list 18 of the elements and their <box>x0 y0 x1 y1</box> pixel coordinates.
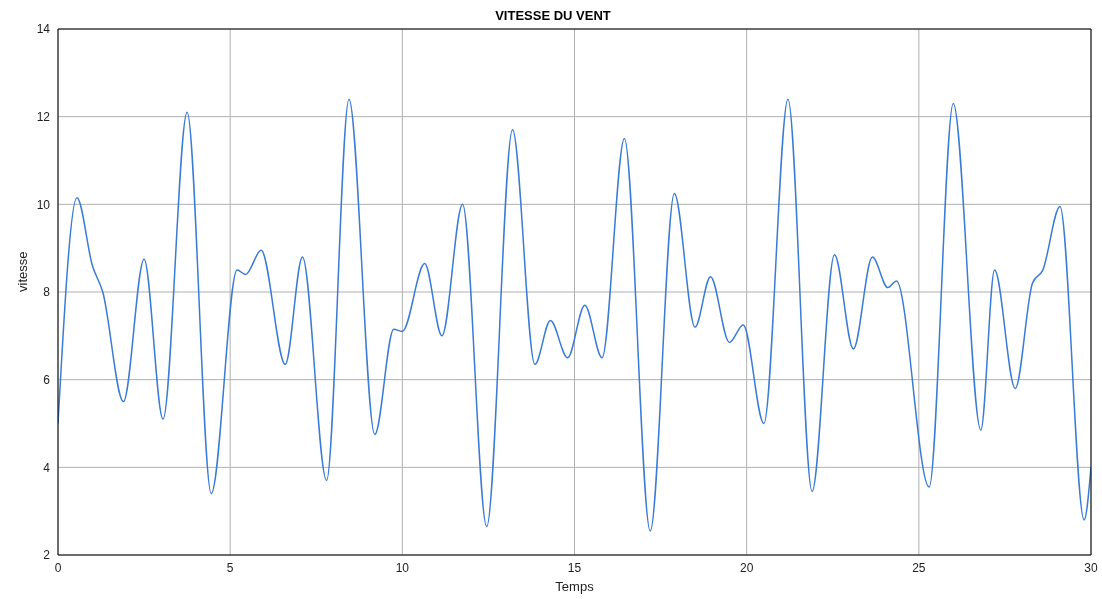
x-tick-label: 15 <box>567 560 582 575</box>
line-series <box>58 98 1091 532</box>
x-tick-label: 25 <box>912 560 926 575</box>
x-tick-label: 20 <box>739 560 754 575</box>
y-tick-label: 12 <box>36 109 51 124</box>
y-tick-label: 4 <box>43 460 51 475</box>
x-tick-label: 10 <box>395 560 410 575</box>
x-tick-label: 5 <box>226 560 234 575</box>
x-tick-label: 0 <box>54 560 62 575</box>
y-tick-label: 2 <box>43 548 51 563</box>
y-tick-label: 14 <box>36 22 51 37</box>
y-axis-title: vitesse <box>14 251 30 292</box>
y-tick-label: 6 <box>43 372 51 387</box>
y-tick-label: 10 <box>36 197 51 212</box>
chart-title: VITESSE DU VENT <box>494 8 612 24</box>
y-tick-label: 8 <box>43 285 51 300</box>
x-axis-title: Temps <box>555 579 595 594</box>
x-tick-label: 30 <box>1084 560 1098 575</box>
